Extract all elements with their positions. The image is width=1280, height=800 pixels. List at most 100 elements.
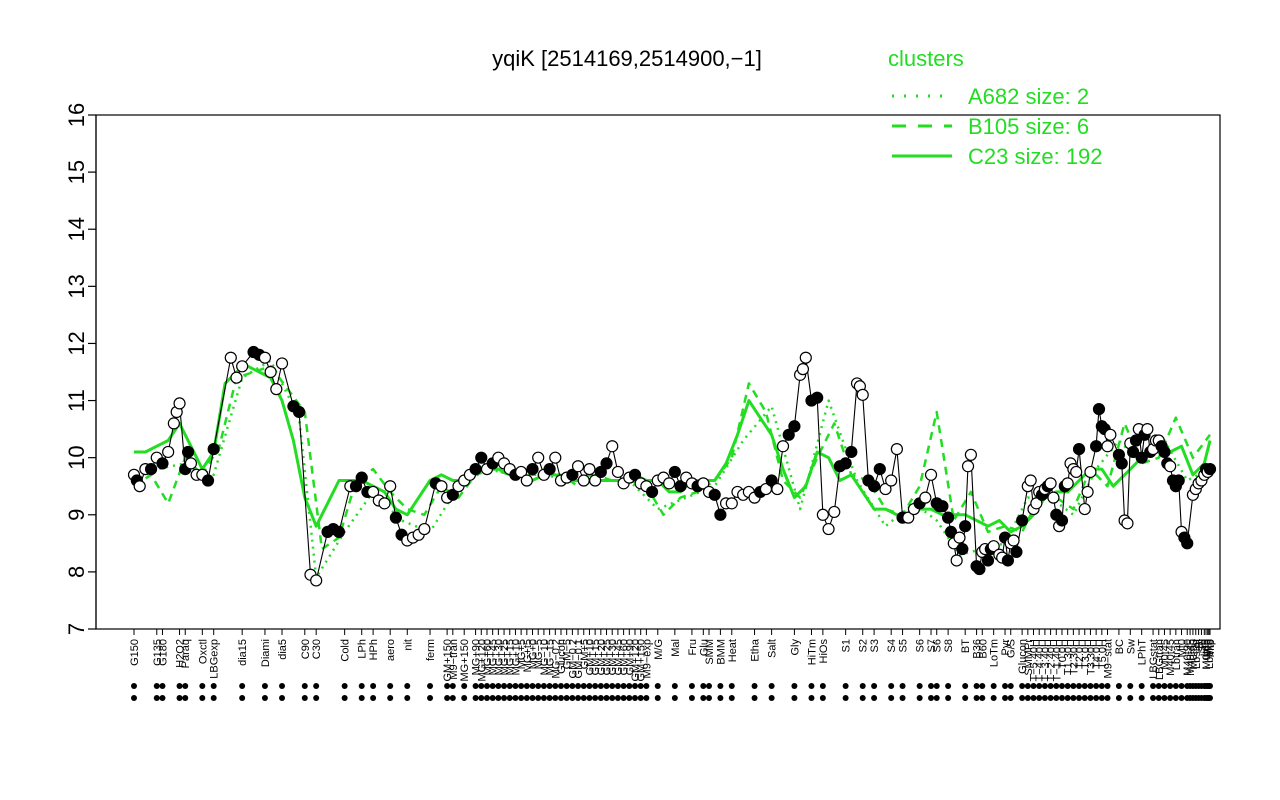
data-point — [367, 485, 380, 499]
x-tick-label: MG+15 — [505, 639, 517, 675]
x-tick-label: Glu — [698, 639, 710, 656]
x-tick-label: LBGtran — [1154, 639, 1166, 680]
x-tick-label: T−4.40H — [1034, 639, 1046, 682]
x-marker-dot — [1161, 695, 1168, 701]
x-marker-dot — [489, 683, 496, 689]
x-marker-dot — [495, 695, 502, 701]
x-marker-dot — [535, 695, 542, 701]
x-marker-dot — [478, 683, 485, 689]
x-marker-dot — [1150, 695, 1157, 701]
data-point — [156, 457, 169, 470]
x-tick-label: MG+30 — [493, 639, 505, 675]
x-tick-label: GM+45 — [613, 639, 625, 675]
x-marker-dot — [239, 695, 246, 701]
x-marker-dot — [557, 695, 564, 701]
x-marker-dot — [153, 695, 160, 701]
x-marker-dot — [842, 695, 849, 701]
x-marker-dot — [928, 695, 935, 701]
x-marker-dot — [506, 695, 513, 701]
x-tick-label: S8 — [943, 639, 955, 652]
x-marker-dot — [706, 695, 713, 701]
data-point — [674, 480, 687, 493]
x-tick-label: MG+t5 — [522, 639, 534, 672]
x-tick-label: M9−stat — [1103, 639, 1115, 678]
data-point — [162, 445, 175, 459]
y-axis: 7 8 9 10 11 12 13 14 15 16 — [64, 103, 97, 635]
data-point — [207, 443, 220, 456]
data-point — [668, 465, 681, 479]
data-point — [924, 468, 938, 481]
data-point — [981, 554, 995, 567]
data-point — [293, 405, 306, 419]
data-point — [418, 522, 431, 536]
x-tick-label: M40t45 — [1185, 639, 1197, 676]
data-point — [1092, 403, 1106, 416]
data-point — [589, 474, 602, 487]
x-marker-dot — [1115, 683, 1122, 689]
x-marker-dot — [933, 695, 940, 701]
x-tick-label: Bl — [1194, 639, 1206, 649]
x-tick-label: BC — [1114, 639, 1126, 654]
data-point — [1090, 440, 1103, 453]
data-point — [236, 360, 249, 373]
x-marker-dot — [529, 695, 536, 701]
data-point — [796, 363, 810, 376]
x-marker-dot — [569, 695, 576, 701]
x-marker-dot — [597, 695, 604, 701]
legend-label-b105: B105 size: 6 — [968, 114, 1089, 139]
x-marker-dot — [370, 683, 377, 689]
data-point — [577, 474, 590, 487]
x-marker-dot — [182, 683, 189, 689]
x-marker-dot — [1093, 683, 1100, 689]
x-marker-dot — [199, 695, 206, 701]
x-marker-dot — [535, 683, 542, 689]
y-tick-label: 12 — [64, 331, 89, 355]
x-tick-label: MG+150 — [459, 639, 471, 682]
x-tick-label: LPh — [357, 639, 369, 659]
x-marker-dot — [512, 683, 519, 689]
x-marker-dot — [427, 683, 434, 689]
data-point — [349, 480, 363, 493]
data-point — [270, 383, 283, 396]
data-point — [942, 511, 955, 524]
data-point — [890, 443, 903, 456]
x-tick-label: Mt0 — [1203, 639, 1215, 657]
x-marker-dot — [1076, 695, 1083, 701]
x-marker-dot — [131, 695, 137, 701]
x-marker-dot — [1058, 695, 1065, 701]
legend-label-a682: A682 size: 2 — [968, 84, 1089, 109]
x-marker-dot — [899, 683, 906, 689]
data-point — [879, 482, 892, 496]
x-tick-label: ferm — [425, 639, 437, 661]
data-point — [549, 451, 562, 464]
x-marker-dot — [1002, 683, 1009, 689]
x-marker-dot — [1138, 695, 1145, 701]
x-tick-label: S6 — [915, 639, 927, 652]
x-marker-dot — [1036, 695, 1043, 701]
x-tick-label: Paraq — [180, 639, 192, 668]
x-marker-dot — [1167, 695, 1174, 701]
data-point — [526, 462, 539, 476]
data-point — [964, 448, 977, 461]
data-point — [1121, 517, 1134, 530]
x-marker-dot — [210, 683, 217, 689]
x-marker-dot — [546, 683, 553, 689]
x-marker-dot — [518, 683, 525, 689]
data-point — [389, 511, 402, 524]
x-marker-dot — [387, 695, 394, 701]
data-point — [1141, 423, 1154, 436]
x-marker-dot — [871, 683, 878, 689]
x-tick-label: GM−0.2 — [567, 639, 579, 678]
x-tick-label: S0 — [1196, 639, 1208, 652]
x-marker-dot — [859, 695, 866, 701]
x-marker-dot — [501, 695, 508, 701]
x-marker-dot — [546, 695, 553, 701]
x-marker-dot — [1053, 695, 1060, 701]
x-tick-label: MG+90 — [471, 639, 483, 675]
x-tick-label: T3.0H — [1080, 639, 1092, 669]
x-marker-dot — [808, 695, 815, 701]
x-tick-label: T−1.40H — [1051, 639, 1063, 682]
x-marker-dot — [586, 683, 593, 689]
data-point — [1055, 514, 1069, 527]
